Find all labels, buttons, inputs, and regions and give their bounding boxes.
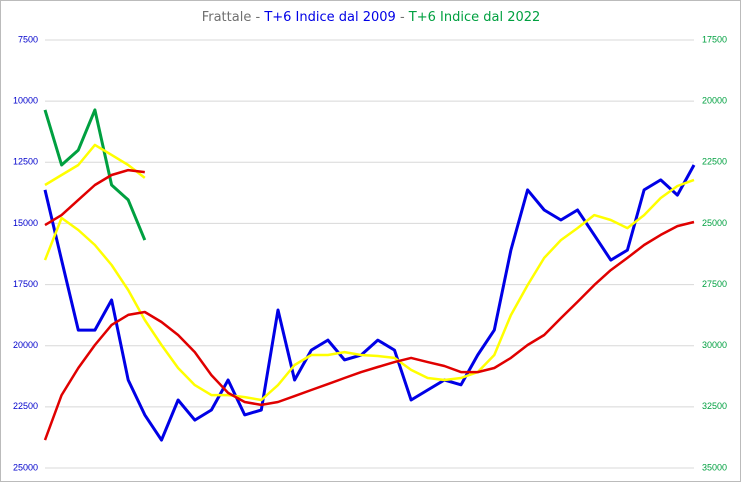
y2-tick-label: 22500	[702, 157, 727, 167]
title-series: T+6 Indice dal 2022	[408, 10, 541, 25]
y-tick-label: 10000	[13, 96, 38, 106]
title-separator: -	[255, 10, 260, 25]
series-line	[43, 108, 147, 241]
y2-tick-label: 30000	[702, 340, 727, 350]
title-separator: -	[400, 10, 405, 25]
y2-tick-label: 32500	[702, 401, 727, 411]
y-tick-label: 20000	[13, 340, 38, 350]
y2-tick-label: 17500	[702, 34, 727, 44]
title-series: T+6 Indice dal 2009	[263, 10, 396, 25]
y2-tick-label: 27500	[702, 279, 727, 289]
y2-tick-label: 25000	[702, 218, 727, 228]
title-main: Frattale	[202, 10, 252, 25]
series-line	[44, 168, 145, 227]
y-tick-label: 25000	[13, 462, 38, 472]
series-line	[44, 143, 146, 187]
y-tick-label: 22500	[13, 401, 38, 411]
y-tick-label: 15000	[13, 218, 38, 228]
y-tick-label: 7500	[18, 34, 38, 44]
series-line	[43, 178, 695, 402]
y-tick-label: 17500	[13, 279, 38, 289]
y2-tick-label: 35000	[702, 462, 727, 472]
chart-title: Frattale - T+6 Indice dal 2009 - T+6 Ind…	[202, 10, 541, 25]
y-tick-label: 12500	[13, 157, 38, 167]
series-line	[43, 220, 695, 441]
y2-tick-label: 20000	[702, 96, 727, 106]
